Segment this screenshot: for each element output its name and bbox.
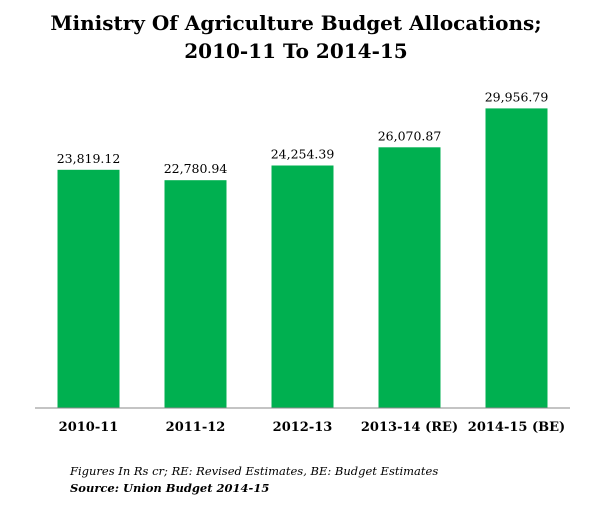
x-tick-labels-group: 2010-11 2011-12 2012-13 2013-14 (RE) 2014-15… xyxy=(59,420,566,435)
source-note: Source: Union Budget 2014-15 xyxy=(70,481,269,495)
value-label: 24,254.39 xyxy=(271,147,335,162)
bar-2013-14-re xyxy=(378,147,441,409)
bar-2010-11 xyxy=(57,169,120,408)
x-tick-label: 2014-15 (BE) xyxy=(468,420,565,435)
footnote: Figures In Rs cr; RE: Revised Estimates,… xyxy=(69,464,438,478)
x-tick-label: 2013-14 (RE) xyxy=(361,420,458,435)
bar-2011-12 xyxy=(164,180,227,408)
value-labels-group: 23,819.12 22,780.94 24,254.39 26,070.87 29,9… xyxy=(57,89,549,176)
value-label: 23,819.12 xyxy=(57,151,121,166)
chart-title: Ministry Of Agriculture Budget Allocatio… xyxy=(50,11,541,35)
chart-subtitle: 2010-11 To 2014-15 xyxy=(184,39,407,63)
value-label: 26,070.87 xyxy=(378,128,442,143)
x-tick-label: 2011-12 xyxy=(166,420,226,435)
x-tick-label: 2010-11 xyxy=(59,420,119,435)
bar-2014-15-be xyxy=(485,108,548,409)
bars-group xyxy=(57,108,548,409)
bar-2012-13 xyxy=(271,165,334,408)
value-label: 29,956.79 xyxy=(485,89,549,104)
x-tick-label: 2012-13 xyxy=(273,420,333,435)
value-label: 22,780.94 xyxy=(164,161,228,176)
